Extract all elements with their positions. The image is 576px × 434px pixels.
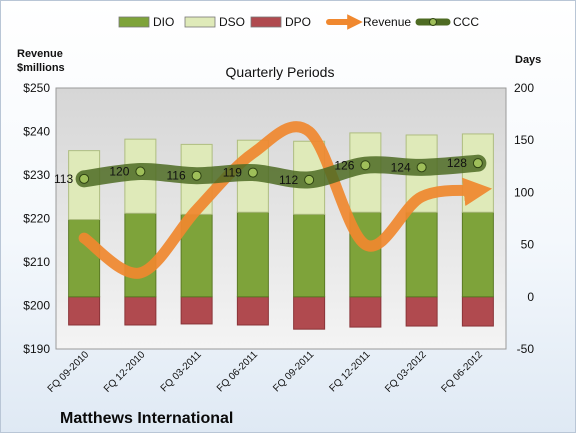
- right-axis-tick-label: 150: [514, 133, 534, 147]
- ccc-data-label: 124: [391, 160, 411, 174]
- bar-dpo: [180, 296, 213, 325]
- legend-swatch: [184, 16, 216, 28]
- ccc-point: [472, 158, 483, 169]
- x-axis-tick-label: FQ 12-2010: [102, 349, 148, 395]
- x-axis-tick-label: FQ 06-2012: [439, 349, 485, 395]
- legend-label: DPO: [285, 15, 311, 29]
- legend-swatch: [250, 16, 282, 28]
- ccc-point: [79, 173, 90, 184]
- x-axis-tick-label: FQ 12-2011: [328, 349, 373, 394]
- ccc-data-label: 128: [447, 156, 467, 170]
- bar-dpo: [349, 296, 382, 328]
- left-axis-tick-label: $190: [23, 342, 50, 356]
- legend-label: CCC: [453, 15, 479, 29]
- legend-swatch: [118, 16, 150, 28]
- bar-dpo: [293, 296, 326, 330]
- ccc-point: [304, 174, 315, 185]
- bar-dio: [405, 211, 438, 298]
- ccc-data-label: 116: [166, 169, 185, 183]
- ccc-point: [360, 160, 371, 171]
- bar-dio: [68, 219, 101, 298]
- left-axis-tick-label: $220: [23, 212, 50, 226]
- left-axis-tick-label: $230: [23, 168, 50, 182]
- lines-layer: 113 120 116 119 112 126 124 128: [54, 121, 493, 279]
- ccc-data-label: 120: [109, 165, 129, 179]
- right-axis-tick-label: 100: [514, 185, 534, 199]
- left-axis-tick-label: $210: [23, 255, 50, 269]
- right-axis-tick-label: 0: [527, 290, 534, 304]
- revenue-line: [78, 121, 493, 279]
- ccc-point: [191, 170, 202, 181]
- left-axis-tick-label: $240: [23, 125, 50, 139]
- legend-label: DIO: [153, 15, 174, 29]
- left-axis-title-line1: Revenue: [17, 48, 63, 60]
- legend: DIO DSO DPO Revenue CCC: [118, 14, 479, 30]
- x-axis-tick-label: FQ 03-2012: [383, 349, 429, 395]
- bar-dpo: [236, 296, 269, 326]
- legend-marker: [429, 18, 437, 26]
- ccc-data-label: 112: [279, 173, 298, 187]
- x-axis-tick-label: FQ 09-2010: [46, 349, 92, 395]
- bar-dio: [236, 211, 269, 298]
- left-axis-tick-label: $250: [23, 81, 50, 95]
- legend-label: DSO: [219, 15, 245, 29]
- x-axis-tick-label: FQ 06-2011: [215, 349, 260, 394]
- ccc-data-label: 126: [334, 158, 354, 172]
- company-name: Matthews International: [60, 410, 233, 427]
- bar-dio: [461, 211, 494, 298]
- bar-dso: [461, 133, 494, 213]
- ccc-data-label: 119: [223, 166, 242, 180]
- right-axis-tick-label: 200: [514, 81, 534, 95]
- bar-dio: [293, 213, 326, 298]
- chart-title: Quarterly Periods: [226, 64, 335, 80]
- bar-dpo: [461, 296, 494, 327]
- ccc-point: [416, 162, 427, 173]
- right-axis-tick-label: -50: [517, 342, 535, 356]
- x-axis-tick-label: FQ 03-2011: [159, 349, 204, 394]
- left-axis-title-line2: $millions: [17, 62, 65, 74]
- ccc-point: [135, 166, 146, 177]
- right-axis-tick-label: 50: [521, 238, 535, 252]
- bar-dpo: [68, 296, 101, 326]
- bars-layer: [68, 132, 494, 330]
- bar-dpo: [405, 296, 438, 327]
- left-axis-tick-label: $200: [23, 299, 50, 313]
- bar-dpo: [124, 296, 157, 326]
- ccc-data-label: 113: [54, 172, 73, 186]
- ccc-point: [247, 167, 258, 178]
- bar-dio: [124, 212, 157, 298]
- right-axis-title: Days: [515, 54, 541, 66]
- legend-label: Revenue: [363, 15, 411, 29]
- x-axis-tick-label: FQ 09-2011: [271, 349, 316, 394]
